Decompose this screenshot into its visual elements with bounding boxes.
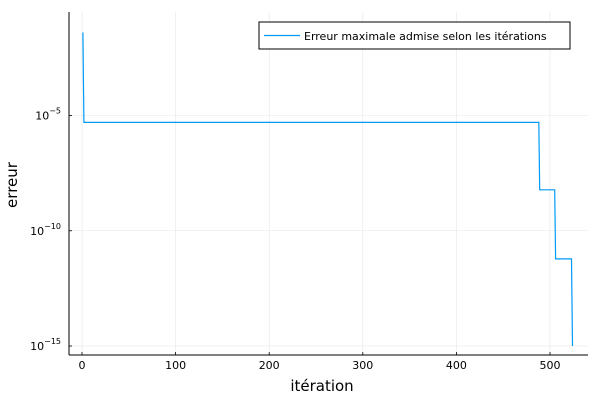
x-tick-label: 100 <box>165 359 186 372</box>
y-tick-label: 10−15 <box>30 337 61 353</box>
x-axis-label: itération <box>290 377 353 395</box>
x-tick-label: 200 <box>259 359 280 372</box>
x-tick-label: 300 <box>352 359 373 372</box>
x-tick-label: 0 <box>79 359 86 372</box>
legend-label: Erreur maximale admise selon les itérati… <box>304 30 547 43</box>
legend: Erreur maximale admise selon les itérati… <box>258 21 571 50</box>
tick-labels: 0 100 200 300 400 500 10−5 10−10 10−15 <box>30 107 560 373</box>
axes <box>68 12 588 356</box>
series-line <box>82 32 574 347</box>
x-tick-label: 500 <box>540 359 561 372</box>
y-tick-label: 10−5 <box>35 107 61 123</box>
plot-area <box>82 32 574 347</box>
y-tick-label: 10−10 <box>30 222 61 238</box>
grid <box>69 12 588 355</box>
legend-box <box>258 21 571 50</box>
x-tick-label: 400 <box>446 359 467 372</box>
y-axis-label: erreur <box>3 161 21 208</box>
